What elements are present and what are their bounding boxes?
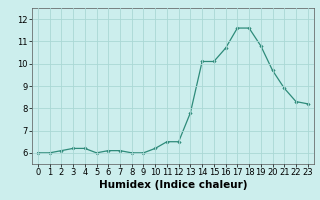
X-axis label: Humidex (Indice chaleur): Humidex (Indice chaleur) bbox=[99, 180, 247, 190]
